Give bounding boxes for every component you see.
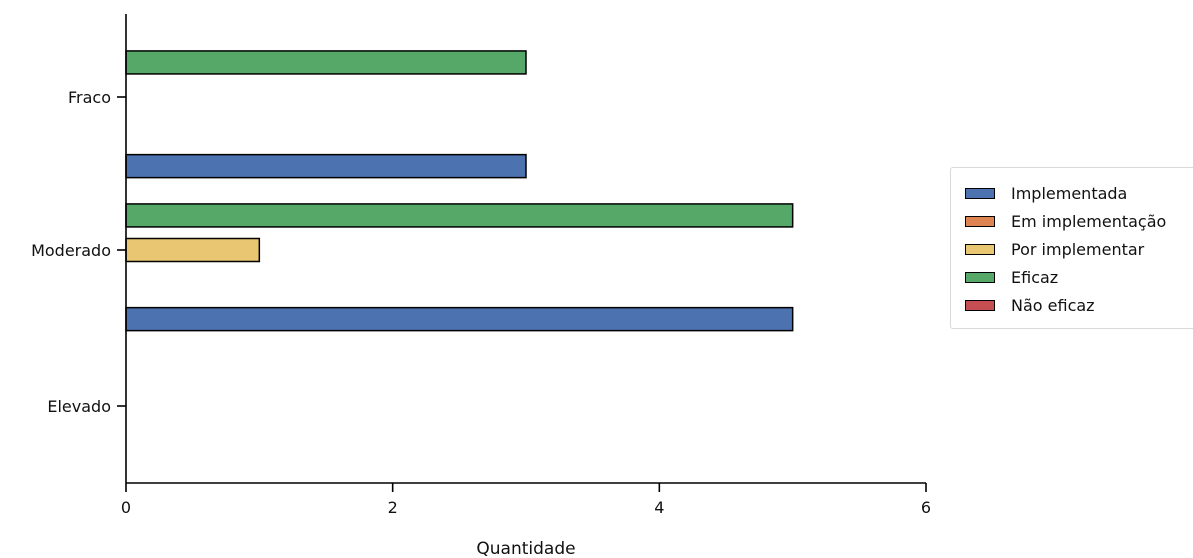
y-tick-label-moderado: Moderado [31,241,111,260]
bar-por-implementar-moderado [125,237,261,263]
legend-item-por-implementar: Por implementar [965,238,1144,260]
legend-label-nao-eficaz: Não eficaz [1011,295,1095,315]
legend-swatch-nao-eficaz [965,299,995,311]
legend-item-eficaz: Eficaz [965,266,1058,288]
x-tick-label-6: 6 [921,498,931,517]
bar-eficaz-fraco [125,50,527,75]
legend-label-eficaz: Eficaz [1011,267,1059,287]
bar-eficaz-moderado [125,203,794,228]
legend-label-em-implementacao: Em implementação [1011,211,1167,231]
legend-swatch-em-implementacao [965,215,995,227]
legend-item-implementada: Implementada [965,182,1127,204]
bar-implementada-fraco [125,153,527,179]
legend-item-em-implementacao: Em implementação [965,210,1166,232]
x-tick-label-0: 0 [121,498,131,517]
x-axis-label: Quantidade [476,539,575,558]
bar-implementada-moderado [125,306,794,332]
legend-swatch-eficaz [965,271,995,283]
legend-label-implementada: Implementada [1011,183,1128,203]
x-tick-label-2: 2 [388,498,398,517]
legend-item-nao-eficaz: Não eficaz [965,294,1095,316]
y-tick-label-elevado: Elevado [47,397,111,416]
x-tick-label-4: 4 [654,498,664,517]
chart-legend: Implementada Em implementação Por implem… [950,167,1193,329]
y-tick-label-fraco: Fraco [68,88,111,107]
legend-label-por-implementar: Por implementar [1011,239,1145,259]
legend-swatch-implementada [965,187,995,199]
legend-swatch-por-implementar [965,243,995,255]
